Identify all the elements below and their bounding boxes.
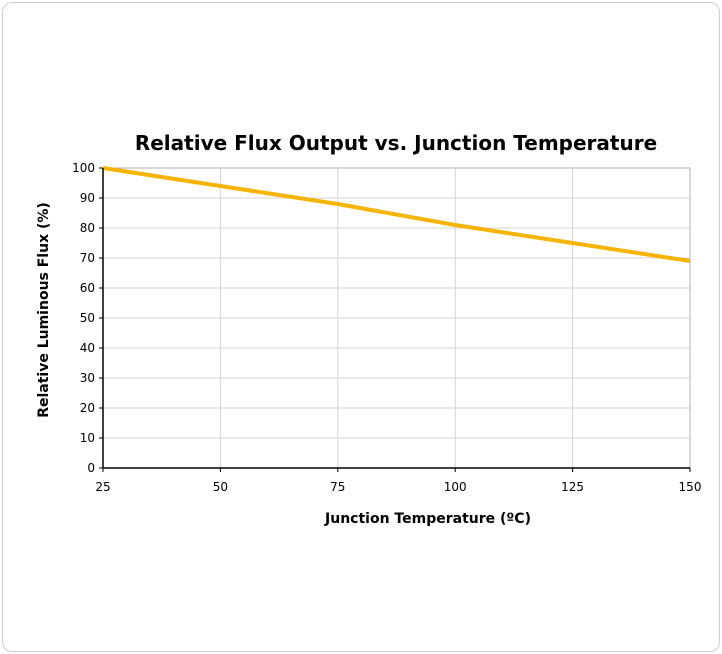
x-tick-label: 150 [679, 480, 702, 494]
y-axis-label: Relative Luminous Flux (%) [36, 202, 52, 418]
y-tick-label: 50 [80, 311, 95, 325]
y-tick-label: 0 [87, 461, 95, 475]
grid [103, 167, 691, 468]
y-tick-label: 80 [80, 221, 95, 235]
y-tick-label: 90 [80, 191, 95, 205]
x-tick-label: 50 [213, 480, 228, 494]
tick-labels: 25 50 75 100 125 150 0 10 20 30 40 50 60 70 80 90 100 [72, 161, 701, 494]
x-axis-label: Junction Temperature (ºC) [324, 511, 531, 527]
y-tick-label: 100 [72, 161, 95, 175]
y-tick-label: 10 [80, 431, 95, 445]
chart-title: Relative Flux Output vs. Junction Temper… [135, 131, 657, 155]
x-tick-label: 100 [444, 480, 467, 494]
series-line [102, 166, 691, 263]
y-tick-label: 20 [80, 401, 95, 415]
series-group [102, 166, 691, 263]
x-tick-label: 25 [95, 480, 110, 494]
x-tick-label: 75 [330, 480, 345, 494]
y-tick-label: 60 [80, 281, 95, 295]
x-tick-label: 125 [561, 480, 584, 494]
y-tick-label: 70 [80, 251, 95, 265]
y-tick-label: 30 [80, 371, 95, 385]
y-tick-label: 40 [80, 341, 95, 355]
